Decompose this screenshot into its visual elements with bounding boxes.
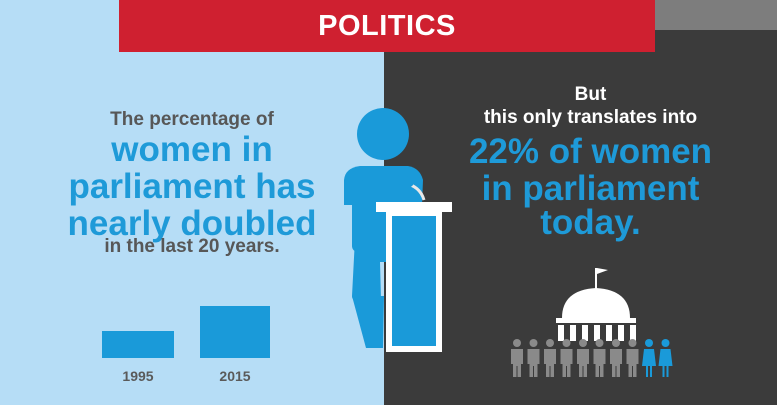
politics-banner: POLITICS bbox=[119, 0, 655, 52]
man-figure-icon bbox=[610, 339, 622, 377]
man-figure-icon bbox=[626, 339, 639, 377]
right-highlight-3: today. bbox=[540, 203, 641, 242]
top-strip bbox=[655, 0, 777, 30]
year-label-1995: 1995 bbox=[122, 368, 154, 384]
man-figure-icon bbox=[593, 339, 606, 377]
left-highlight-1: women in bbox=[111, 130, 273, 169]
left-intro-text: The percentage of bbox=[110, 109, 274, 130]
woman-speaker-icon bbox=[344, 108, 423, 348]
bar-1995 bbox=[102, 331, 174, 358]
right-but-text: But bbox=[574, 84, 607, 105]
woman-figure-icon bbox=[642, 339, 656, 377]
left-outro-text: in the last 20 years. bbox=[104, 236, 280, 257]
people-row bbox=[511, 339, 673, 377]
right-intro-text: this only translates into bbox=[483, 107, 698, 128]
man-figure-icon bbox=[560, 339, 573, 377]
right-highlight-1: 22% of women bbox=[468, 132, 713, 171]
left-highlight-2: parliament has bbox=[68, 167, 316, 206]
man-figure-icon bbox=[511, 339, 523, 377]
left-panel bbox=[0, 0, 384, 405]
man-figure-icon bbox=[544, 339, 556, 377]
man-figure-icon bbox=[577, 339, 589, 377]
right-highlight-2: in parliament bbox=[481, 169, 700, 208]
parliament-building-icon bbox=[556, 268, 636, 341]
podium-icon bbox=[376, 202, 452, 352]
microphone-icon bbox=[396, 174, 426, 201]
left-highlight-3: nearly doubled bbox=[67, 204, 317, 243]
year-label-2015: 2015 bbox=[219, 368, 251, 384]
man-figure-icon bbox=[527, 339, 540, 377]
woman-figure-icon bbox=[658, 339, 673, 377]
bar-2015 bbox=[200, 306, 270, 358]
banner-title: POLITICS bbox=[318, 9, 456, 42]
